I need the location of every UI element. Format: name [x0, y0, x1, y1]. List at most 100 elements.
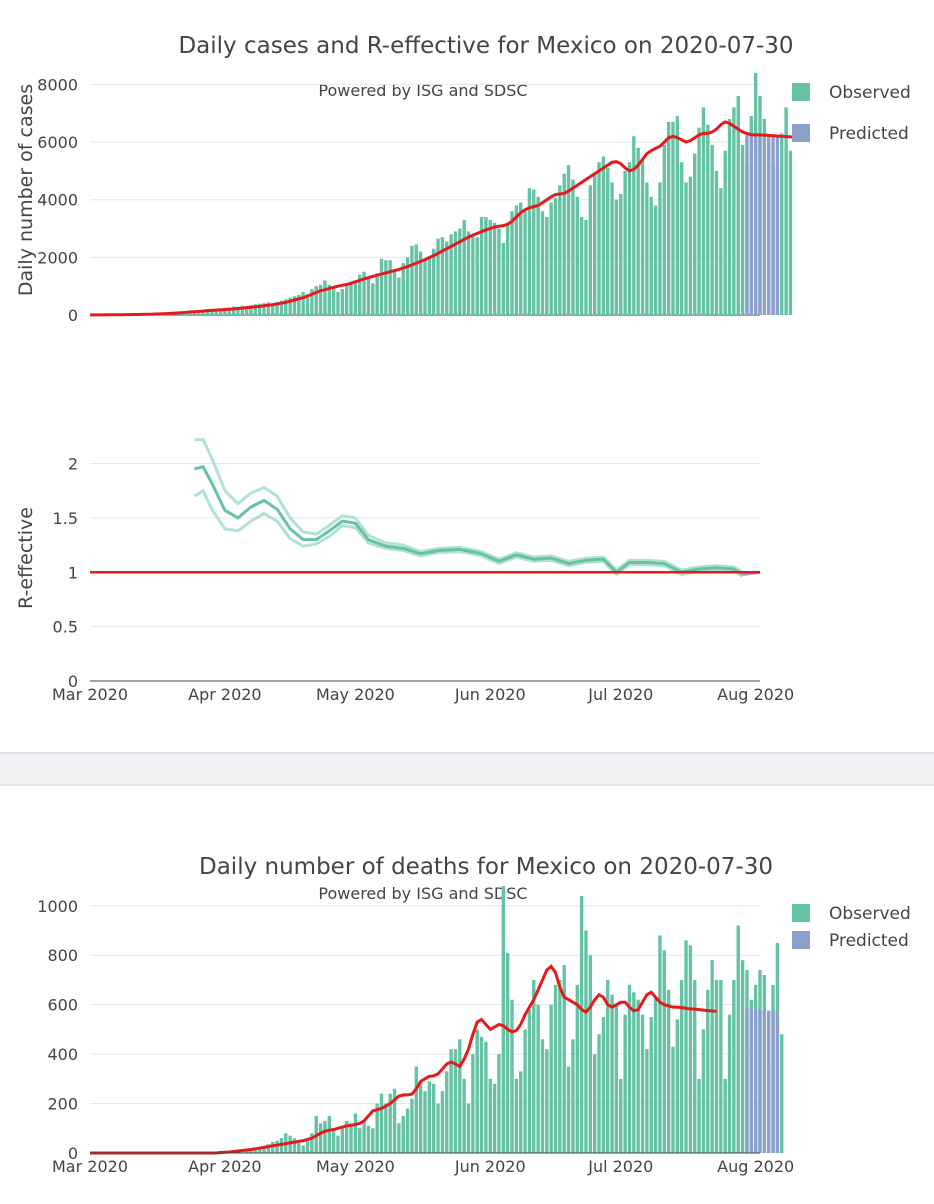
y-tick-label: 0 — [68, 306, 78, 325]
observed-bar — [671, 122, 674, 315]
observed-bar — [680, 162, 683, 315]
deaths-legend-predicted-swatch[interactable] — [792, 931, 810, 949]
deaths-legend-observed-label[interactable]: Observed — [829, 904, 911, 924]
observed-bar — [415, 1066, 418, 1153]
deaths-legend-observed-swatch[interactable] — [792, 904, 810, 922]
observed-bar — [724, 151, 727, 315]
predicted-bar — [745, 1008, 748, 1153]
observed-bar — [684, 182, 687, 315]
observed-bar — [354, 280, 357, 315]
observed-bar — [458, 1039, 461, 1153]
predicted-bar — [754, 1009, 757, 1153]
observed-bar — [571, 1039, 574, 1153]
y-tick-label: 0.5 — [53, 618, 78, 637]
observed-bar — [354, 1113, 357, 1153]
cases-bars — [93, 73, 793, 315]
observed-bar — [467, 1104, 470, 1153]
observed-bar — [536, 1005, 539, 1153]
cases-legend[interactable]: Observed Predicted — [792, 83, 911, 144]
observed-bar — [506, 953, 509, 1153]
observed-bar — [602, 1017, 605, 1153]
observed-bar — [410, 246, 413, 315]
observed-bar — [584, 220, 587, 315]
observed-bar — [632, 992, 635, 1153]
observed-bar — [358, 1128, 361, 1153]
deaths-legend-predicted-label[interactable]: Predicted — [829, 931, 909, 951]
y-tick-label: 1.5 — [53, 509, 78, 528]
observed-bar — [441, 1091, 444, 1153]
observed-bar — [528, 1010, 531, 1153]
observed-bar — [780, 1034, 783, 1153]
observed-bar — [689, 945, 692, 1153]
predicted-bar — [771, 1011, 774, 1153]
observed-bar — [732, 107, 735, 315]
observed-bar — [663, 950, 666, 1153]
deaths-legend[interactable]: Observed Predicted — [792, 904, 911, 951]
observed-bar — [654, 997, 657, 1153]
legend-predicted-label[interactable]: Predicted — [829, 124, 909, 144]
observed-bar — [536, 197, 539, 315]
observed-bar — [275, 1141, 278, 1153]
observed-bar — [323, 1121, 326, 1153]
observed-bar — [462, 220, 465, 315]
x-tick-label: Apr 2020 — [188, 1157, 261, 1176]
observed-bar — [476, 1029, 479, 1153]
observed-bar — [610, 182, 613, 315]
observed-bar — [328, 1116, 331, 1153]
observed-bar — [406, 1109, 409, 1154]
y-tick-label: 1 — [68, 563, 78, 582]
x-tick-label: Mar 2020 — [52, 1157, 128, 1176]
observed-bar — [658, 935, 661, 1153]
observed-bar — [510, 211, 513, 315]
observed-bar — [502, 243, 505, 315]
observed-bar — [532, 980, 535, 1153]
observed-bar — [693, 980, 696, 1153]
x-tick-label: Jun 2020 — [454, 685, 526, 704]
observed-bar — [515, 205, 518, 315]
observed-bar — [371, 283, 374, 315]
observed-bar — [380, 259, 383, 315]
observed-bar — [410, 1099, 413, 1153]
legend-observed-label[interactable]: Observed — [829, 83, 911, 103]
observed-bar — [715, 171, 718, 315]
y-tick-label: 400 — [47, 1045, 78, 1064]
predicted-bar — [767, 136, 770, 315]
observed-bar — [367, 1126, 370, 1153]
observed-bar — [645, 1049, 648, 1153]
predicted-bar — [767, 1011, 770, 1153]
observed-bar — [375, 273, 378, 315]
observed-bar — [636, 148, 639, 315]
legend-observed-swatch[interactable] — [792, 83, 810, 101]
cases-and-r-effective-panel: Daily cases and R-effective for Mexico o… — [0, 0, 934, 752]
observed-bar — [336, 1136, 339, 1153]
observed-bar — [367, 278, 370, 315]
observed-bar — [471, 1054, 474, 1153]
observed-bar — [389, 260, 392, 315]
observed-bar — [606, 168, 609, 315]
observed-bar — [702, 107, 705, 315]
observed-bar — [558, 185, 561, 315]
legend-predicted-swatch[interactable] — [792, 124, 810, 142]
observed-bar — [515, 1079, 518, 1153]
predicted-bar — [776, 1011, 779, 1153]
observed-bar — [436, 1104, 439, 1153]
observed-bar — [697, 1079, 700, 1153]
observed-bar — [654, 205, 657, 315]
cases-predicted-bars — [745, 135, 779, 315]
observed-bar — [576, 197, 579, 315]
observed-bar — [519, 1071, 522, 1153]
predicted-bar — [758, 136, 761, 315]
observed-bar — [484, 1042, 487, 1153]
observed-bar — [319, 1123, 322, 1153]
observed-bar — [619, 1079, 622, 1153]
observed-bar — [428, 1081, 431, 1153]
observed-bar — [349, 1123, 352, 1153]
observed-bar — [332, 288, 335, 315]
observed-bar — [589, 955, 592, 1153]
observed-bar — [680, 980, 683, 1153]
observed-bar — [732, 980, 735, 1153]
y-tick-label: 2 — [68, 455, 78, 474]
observed-bar — [402, 1116, 405, 1153]
observed-bar — [780, 133, 783, 315]
